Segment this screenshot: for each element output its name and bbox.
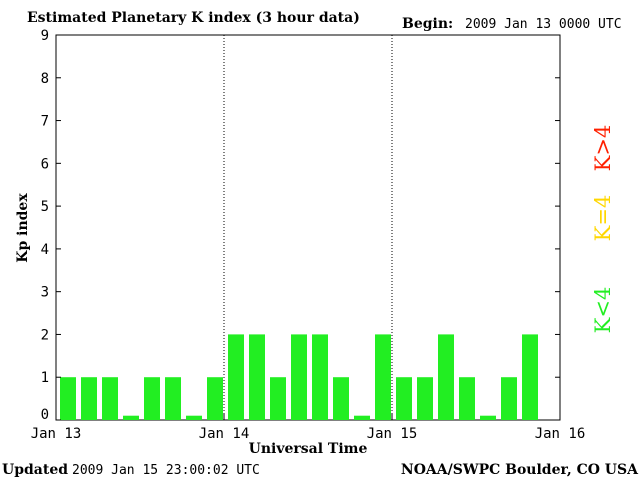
y-tick-label-5: 5 [41,199,49,215]
bar-17 [417,377,433,420]
bars [60,334,538,420]
updated-value: 2009 Jan 15 23:00:02 UTC [72,463,260,478]
chart-title: Estimated Planetary K index (3 hour data… [27,10,360,26]
bar-12 [312,334,328,420]
y-tick-label-4: 4 [41,242,49,258]
bar-7 [207,377,223,420]
bar-10 [270,377,286,420]
updated-label: Updated [2,462,68,478]
bar-15 [375,334,391,420]
y-axis-label: Kp index [15,193,31,263]
y-tick-label-0: 0 [41,407,49,423]
legend-k-less-4: K<4 [591,287,615,334]
bar-1 [81,377,97,420]
bar-3 [123,415,139,420]
legend-k-greater-4: K>4 [591,125,615,172]
y-tick-label-6: 6 [41,156,49,172]
y-tick-label-8: 8 [41,71,49,87]
y-tick-label-1: 1 [41,370,49,386]
x-tick-label-1: Jan 14 [199,426,250,442]
bar-14 [354,415,370,420]
bar-22 [522,334,538,420]
x-tick-label-0: Jan 13 [31,426,82,442]
y-tick-label-3: 3 [41,285,49,301]
x-ticks: Jan 13 Jan 14 Jan 15 Jan 16 [31,414,586,442]
y-ticks: 0 1 2 3 4 5 6 7 8 9 [41,28,560,423]
bar-21 [501,377,517,420]
bar-5 [165,377,181,420]
bar-6 [186,415,202,420]
legend-k-equal-4: K=4 [591,195,615,242]
bar-19 [459,377,475,420]
plot-area [55,34,561,421]
bar-2 [102,377,118,420]
bar-4 [144,377,160,420]
source-credit: NOAA/SWPC Boulder, CO USA [401,462,639,478]
bar-18 [438,334,454,420]
x-axis-label: Universal Time [249,441,368,457]
y-tick-label-2: 2 [41,327,49,343]
bar-16 [396,377,412,420]
x-tick-label-3: Jan 16 [535,426,586,442]
bar-13 [333,377,349,420]
begin-label: Begin: [402,16,453,32]
bar-20 [480,415,496,420]
day-dividers [223,35,393,420]
bar-8 [228,334,244,420]
bar-11 [291,334,307,420]
x-tick-label-2: Jan 15 [367,426,418,442]
y-tick-label-9: 9 [41,28,49,44]
bar-9 [249,334,265,420]
y-tick-label-7: 7 [41,114,49,130]
begin-value: 2009 Jan 13 0000 UTC [465,17,622,32]
bar-0 [60,377,76,420]
